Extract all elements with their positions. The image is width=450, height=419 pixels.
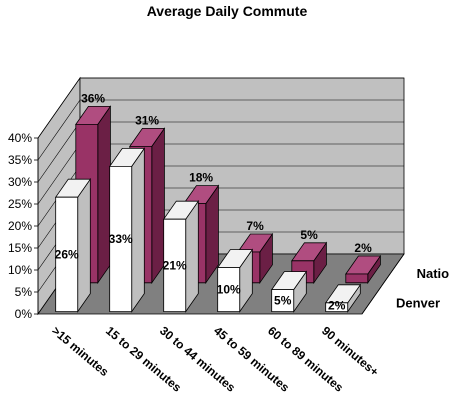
data-label: 21%	[163, 258, 187, 272]
data-label: 2%	[354, 241, 372, 255]
bar-front-face	[325, 302, 349, 313]
bar-front-face	[163, 218, 187, 313]
y-axis: 0% 5% 10% 15% 20% 25% 30% 35% 40%	[8, 131, 39, 321]
bar-side-face	[77, 177, 91, 313]
bar-side-face	[131, 147, 145, 313]
data-label: 36%	[81, 91, 105, 105]
data-label: 33%	[109, 232, 133, 246]
bar-denver-4: 5%	[270, 270, 308, 313]
bar-front-face	[109, 165, 133, 313]
bar-denver-2: 21%	[163, 199, 200, 313]
y-tick-label: 25%	[8, 197, 32, 211]
gridline	[37, 99, 404, 161]
data-label: 18%	[189, 171, 213, 185]
data-label: 26%	[55, 247, 79, 261]
denver-series-bars: 26% 33% 21% 10% 5% 2%	[55, 147, 362, 313]
category-label: >15 minutes	[49, 324, 112, 380]
series-label-nation: Nation	[417, 266, 450, 281]
bar-nation-5: 2%	[345, 241, 382, 285]
bar-front-face	[345, 273, 369, 284]
bar-side-face	[97, 105, 111, 285]
y-tick-label: 20%	[8, 219, 32, 233]
data-label: 31%	[135, 113, 159, 127]
data-label: 5%	[274, 294, 292, 308]
y-tick-label: 30%	[8, 175, 32, 189]
chart-title: Average Daily Commute	[147, 3, 308, 19]
bar-front-face	[217, 267, 241, 313]
series-label-denver: Denver	[396, 296, 440, 311]
bar-front-face	[271, 289, 295, 313]
gridline	[37, 77, 404, 139]
y-tick-label: 5%	[15, 285, 33, 299]
y-tick-label: 10%	[8, 263, 32, 277]
data-label: 7%	[246, 219, 264, 233]
y-tick-label: 40%	[8, 131, 32, 145]
series-axis-labels: Nation Denver	[361, 253, 450, 315]
bar-denver-0: 26%	[55, 177, 92, 313]
bar-denver-5: 2%	[324, 283, 362, 313]
bar-side-face	[185, 199, 199, 313]
y-tick-label: 15%	[8, 241, 32, 255]
bar-front-face	[55, 196, 79, 313]
bar-denver-3: 10%	[217, 248, 254, 313]
data-label: 5%	[300, 228, 318, 242]
y-tick-label: 35%	[8, 153, 32, 167]
depth-axis-line	[361, 253, 405, 315]
y-tick-label: 0%	[15, 307, 33, 321]
bar-denver-1: 33%	[109, 147, 146, 313]
data-label: 2%	[328, 299, 346, 313]
data-label: 10%	[217, 283, 241, 297]
